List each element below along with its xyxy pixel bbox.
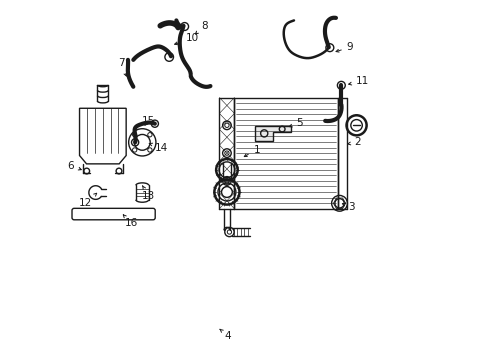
Text: 10: 10 — [174, 33, 198, 45]
Polygon shape — [255, 126, 290, 140]
Text: 14: 14 — [149, 143, 168, 153]
Text: 3: 3 — [342, 202, 354, 212]
Text: 16: 16 — [123, 215, 137, 228]
Text: 13: 13 — [142, 186, 155, 201]
Text: 7: 7 — [118, 58, 126, 76]
Text: 8: 8 — [195, 21, 208, 34]
Text: 6: 6 — [67, 161, 81, 171]
Text: 5: 5 — [289, 118, 303, 128]
Text: 15: 15 — [142, 116, 155, 126]
Text: 4: 4 — [219, 329, 231, 341]
Text: 1: 1 — [244, 144, 260, 157]
Text: 9: 9 — [335, 42, 353, 52]
Text: 2: 2 — [347, 138, 360, 147]
Text: 12: 12 — [79, 193, 97, 208]
Text: 11: 11 — [348, 76, 368, 86]
Bar — [233, 98, 337, 209]
